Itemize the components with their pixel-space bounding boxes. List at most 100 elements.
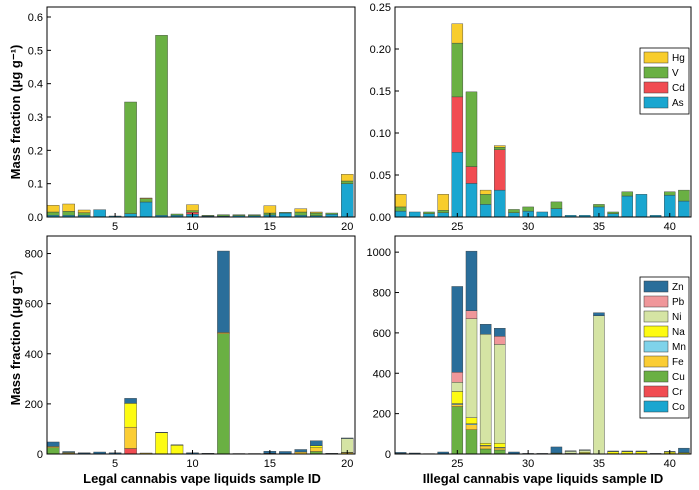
x-tick-label: 35 (593, 458, 605, 470)
bar-Hg-27 (479, 189, 492, 195)
plot-frame (46, 6, 356, 218)
bar-As-7 (139, 201, 153, 218)
bar-V-3 (77, 212, 91, 216)
bar-Cu-28 (494, 449, 506, 455)
bar-Cr-6 (124, 448, 137, 455)
bar-Fe-28 (494, 447, 506, 451)
bar-Na-9 (170, 445, 184, 455)
bar-Cu-25 (451, 406, 464, 455)
bar-Zn-38 (635, 450, 648, 452)
x-tick-label: 15 (264, 221, 276, 233)
y-tick-label: 1000 (367, 247, 391, 259)
y-tick-label: 0.0 (28, 212, 43, 224)
bar-Zn-35 (593, 312, 605, 316)
bar-V-2 (62, 211, 75, 216)
bar-V-21 (394, 206, 407, 212)
bar-Na-37 (621, 451, 633, 454)
bar-Zn-2 (62, 451, 75, 453)
bar-Zn-28 (494, 328, 506, 337)
x-tick-label: 20 (341, 221, 353, 233)
bar-As-25 (451, 152, 464, 218)
y-tick-label: 0.20 (370, 44, 391, 56)
bar-Hg-17 (294, 208, 308, 213)
x-tick-label: 5 (112, 458, 118, 470)
bar-Zn-34 (579, 449, 591, 451)
y-tick-label: 0.6 (28, 12, 43, 24)
bar-V-1 (46, 211, 60, 216)
bar-V-8 (155, 35, 168, 216)
bar-Ni-35 (593, 315, 605, 455)
bar-V-11 (201, 215, 215, 217)
y-tick-label: 0.00 (370, 212, 391, 224)
y-tick-label: 600 (25, 299, 43, 311)
plot-frame (46, 235, 356, 455)
bar-V-27 (479, 194, 492, 205)
bar-Ni-25 (451, 382, 464, 392)
bar-V-40 (664, 191, 676, 196)
bar-Na-6 (124, 403, 137, 428)
legend-label-Na: Na (672, 327, 685, 338)
bar-V-10 (186, 210, 199, 213)
bar-V-13 (232, 214, 246, 216)
bar-Cu-1 (46, 447, 60, 455)
legend-swatch-Mn (643, 340, 669, 353)
bar-V-16 (279, 212, 292, 214)
legend-label-Mn: Mn (672, 342, 686, 353)
bar-V-26 (465, 91, 478, 167)
legend-label-Cu: Cu (672, 372, 685, 383)
plot-frame (394, 235, 692, 455)
bar-Fe-26 (465, 424, 478, 430)
bar-As-29 (508, 212, 520, 218)
panel-illegal-metals: 0 200 400 600 800 1000 25 30 35 40 Zn Pb Ni Na Mn Fe Cu C… (367, 235, 692, 470)
bar-Zn-20 (341, 437, 354, 439)
y-tick-label: 0.15 (370, 86, 391, 98)
y-tick-label: 0.3 (28, 112, 43, 124)
bar-Hg-25 (451, 23, 464, 44)
bar-Pb-26 (465, 310, 478, 319)
bar-V-32 (550, 201, 563, 209)
bar-Cd-26 (465, 166, 478, 184)
legend-swatch-Cu (643, 370, 669, 383)
legend-label-V: V (672, 68, 679, 79)
bar-As-16 (279, 212, 292, 218)
bar-V-36 (607, 211, 619, 214)
bar-V-29 (508, 209, 520, 214)
legend-label-Cr: Cr (672, 387, 683, 398)
legend-swatch-As (643, 96, 669, 109)
legend-swatch-Fe (643, 355, 669, 368)
x-tick-label: 30 (522, 458, 534, 470)
bar-As-31 (536, 211, 549, 218)
bar-As-37 (621, 195, 633, 218)
y-tick-label: 400 (373, 368, 391, 380)
x-tick-label: 10 (186, 458, 198, 470)
bar-As-21 (394, 210, 407, 218)
bar-Hg-3 (77, 209, 91, 213)
plot-frame (394, 6, 692, 218)
bar-Pb-28 (494, 336, 506, 345)
y-tick-label: 600 (373, 328, 391, 340)
panel-legal-trace: 0.0 0.1 0.2 0.3 0.4 0.5 0.6 5 10 15 20 (28, 6, 356, 233)
bar-Zn-21 (394, 452, 407, 454)
y-tick-label: 0.1 (28, 179, 43, 191)
x-tick-label: 10 (186, 221, 198, 233)
bar-V-18 (310, 212, 323, 216)
bar-As-38 (635, 194, 648, 218)
bar-As-27 (479, 204, 492, 218)
bar-Zn-32 (550, 446, 563, 454)
y-tick-label: 800 (25, 249, 43, 261)
bar-As-41 (678, 200, 690, 218)
bar-V-14 (248, 214, 261, 216)
bar-Na-26 (465, 417, 478, 424)
bar-V-30 (522, 206, 534, 212)
x-tick-label: 40 (664, 221, 676, 233)
bar-V-35 (593, 204, 605, 208)
bar-Cu-26 (465, 429, 478, 455)
bar-Fe-18 (310, 447, 323, 452)
legend-label-Hg: Hg (672, 53, 685, 64)
bar-Cu-27 (479, 448, 492, 455)
bar-V-12 (217, 214, 230, 217)
bar-Zn-9 (170, 444, 184, 446)
bar-V-6 (124, 101, 137, 214)
bar-As-20 (341, 183, 354, 218)
legend-swatch-Na (643, 325, 669, 338)
